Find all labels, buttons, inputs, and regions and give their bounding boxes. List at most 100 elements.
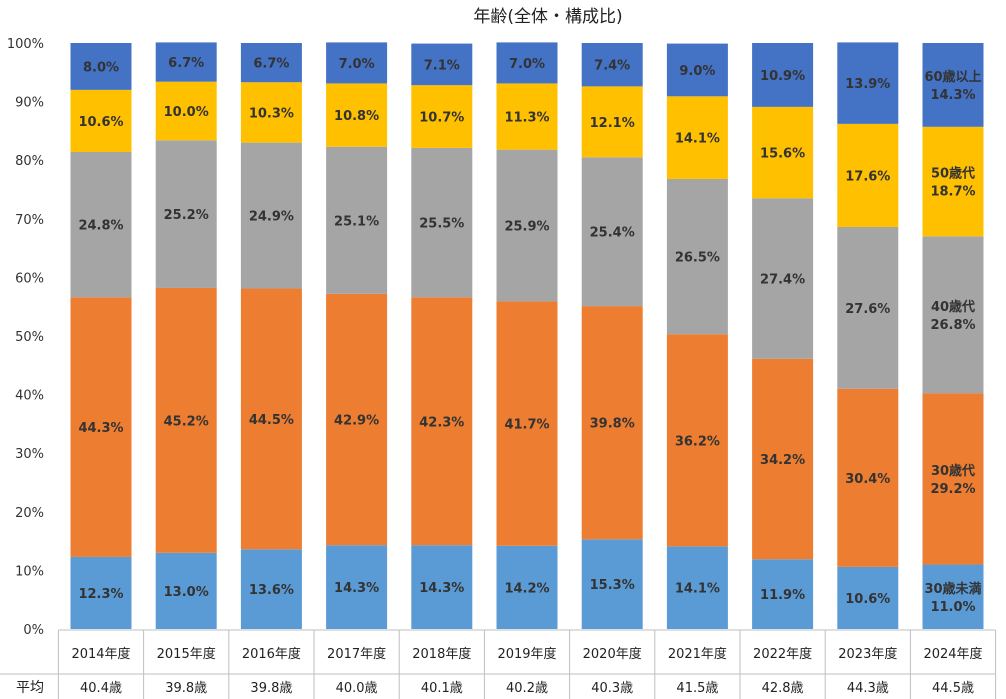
series-name-label: 60歳以上 xyxy=(924,69,981,85)
bar-segment xyxy=(496,42,558,84)
average-age-value: 39.8歳 xyxy=(250,681,292,696)
x-category-label: 2022年度 xyxy=(753,646,812,662)
data-label: 14.1% xyxy=(675,582,720,597)
data-label: 27.6% xyxy=(845,302,890,317)
data-label: 14.3% xyxy=(419,581,464,596)
x-category-label: 2024年度 xyxy=(923,646,982,662)
average-age-value: 40.0歳 xyxy=(336,681,378,696)
bar-segment xyxy=(666,334,728,547)
bar-segment xyxy=(581,306,643,540)
bars xyxy=(70,42,984,629)
data-label: 44.3% xyxy=(78,421,123,436)
data-label: 26.8% xyxy=(930,318,975,333)
bar-segment xyxy=(752,106,814,199)
data-label: 10.6% xyxy=(845,592,890,607)
bar-segment xyxy=(326,42,388,84)
bar-segment xyxy=(411,147,473,298)
data-label: 41.7% xyxy=(504,418,549,433)
data-label: 42.9% xyxy=(334,414,379,429)
data-label: 12.3% xyxy=(78,587,123,602)
y-tick-label: 90% xyxy=(15,96,44,111)
bar-segment xyxy=(837,123,899,228)
bar-segment xyxy=(752,559,814,629)
bar-segment xyxy=(326,293,388,546)
data-label: 14.3% xyxy=(930,88,975,103)
data-label: 45.2% xyxy=(164,414,209,429)
bar-segment xyxy=(837,42,899,124)
bar-segment xyxy=(922,564,984,629)
data-labels: 12.3% 44.3% 24.8% 10.6% 8.0% 13.0% 45.2% 25.2% 1… xyxy=(78,56,981,615)
y-tick-label: 100% xyxy=(7,37,44,52)
bar-segment xyxy=(666,43,728,97)
x-category-label: 2015年度 xyxy=(157,646,216,662)
data-label: 24.8% xyxy=(78,219,123,234)
bar-segment xyxy=(70,151,132,298)
bar-segment xyxy=(752,43,814,107)
data-label: 13.9% xyxy=(845,77,890,92)
x-category-label: 2017年度 xyxy=(327,646,386,662)
data-label: 10.3% xyxy=(249,106,294,121)
bar-segment xyxy=(240,288,302,550)
y-tick-label: 70% xyxy=(15,213,44,228)
data-label: 9.0% xyxy=(679,64,715,79)
data-label: 14.3% xyxy=(334,581,379,596)
x-category-label: 2014年度 xyxy=(71,646,130,662)
average-age-value: 40.2歳 xyxy=(506,681,548,696)
data-label: 7.0% xyxy=(509,57,545,72)
bar-segment xyxy=(837,227,899,389)
bar-segment xyxy=(70,89,132,152)
data-label: 11.0% xyxy=(930,600,975,615)
data-label: 11.9% xyxy=(760,588,805,603)
y-tick-label: 80% xyxy=(15,154,44,169)
data-label: 30.4% xyxy=(845,472,890,487)
data-label: 36.2% xyxy=(675,434,720,449)
bar-segment xyxy=(155,552,217,629)
x-category-label: 2018年度 xyxy=(412,646,471,662)
bar-segment xyxy=(70,43,132,90)
bar-segment xyxy=(496,301,558,546)
average-row-header: 平均 xyxy=(16,680,44,696)
bar-segment xyxy=(837,566,899,629)
bar-segment xyxy=(240,82,302,143)
bar-segment xyxy=(581,157,643,307)
data-label: 39.8% xyxy=(590,417,635,432)
bar-segment xyxy=(752,198,814,359)
bar-segment xyxy=(922,393,984,565)
bar-segment xyxy=(155,287,217,553)
bar-segment xyxy=(240,43,302,83)
x-category-label: 2016年度 xyxy=(242,646,301,662)
bar-segment xyxy=(496,545,558,629)
average-age-value: 44.5歳 xyxy=(932,681,974,696)
bar-segment xyxy=(666,546,728,629)
y-tick-label: 0% xyxy=(23,623,44,638)
bar-segment xyxy=(240,549,302,629)
y-tick-label: 30% xyxy=(15,447,44,462)
average-age-value: 44.3歳 xyxy=(847,681,889,696)
category-table: 2014年度 40.4歳 2015年度 39.8歳 2016年度 39.8歳 2017年度 4… xyxy=(0,629,997,699)
x-category-label: 2023年度 xyxy=(838,646,897,662)
data-label: 7.1% xyxy=(424,58,460,73)
data-label: 10.8% xyxy=(334,109,379,124)
bar-segment xyxy=(326,545,388,629)
y-tick-label: 40% xyxy=(15,389,44,404)
bar-segment xyxy=(70,297,132,557)
data-label: 10.9% xyxy=(760,69,805,84)
bar-segment xyxy=(155,140,217,288)
data-label: 17.6% xyxy=(845,169,890,184)
average-age-value: 40.3歳 xyxy=(591,681,633,696)
data-label: 18.7% xyxy=(930,185,975,200)
data-label: 15.3% xyxy=(590,578,635,593)
bar-segment xyxy=(837,388,899,567)
data-label: 24.9% xyxy=(249,210,294,225)
data-label: 14.2% xyxy=(504,581,549,596)
data-label: 14.1% xyxy=(675,132,720,147)
data-label: 27.4% xyxy=(760,273,805,288)
y-axis: 0% 10% 20% 30% 40% 50% 60% 70% 80% 90% 100% xyxy=(7,37,44,638)
bar-segment xyxy=(496,83,558,150)
data-label: 6.7% xyxy=(253,57,289,72)
bar-segment xyxy=(326,83,388,147)
data-label: 15.6% xyxy=(760,147,805,162)
data-label: 25.5% xyxy=(419,217,464,232)
data-label: 7.4% xyxy=(594,59,630,74)
bar-segment xyxy=(411,545,473,629)
